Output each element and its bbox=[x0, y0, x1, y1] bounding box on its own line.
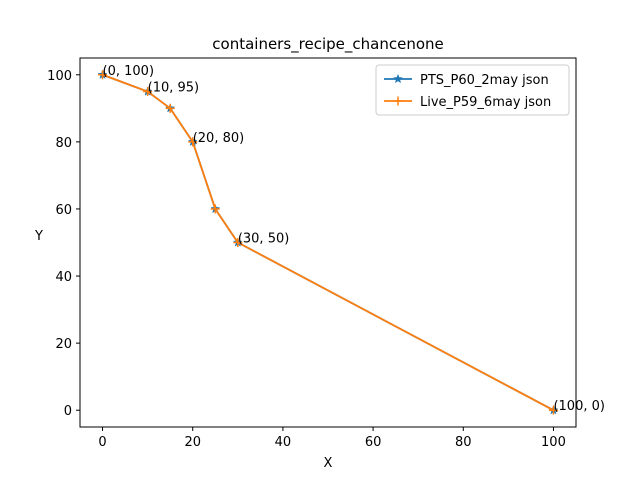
x-tick-label: 80 bbox=[455, 435, 472, 450]
x-tick-label: 100 bbox=[541, 435, 566, 450]
legend-box bbox=[375, 64, 570, 116]
series-layer bbox=[97, 69, 559, 415]
data-label: (20, 80) bbox=[193, 131, 245, 146]
annotations: (0, 100) (10, 95) (20, 80) (30, 50) (100, 0) bbox=[103, 64, 605, 414]
legend-label: PTS_P60_2may json bbox=[420, 73, 549, 88]
series-point bbox=[548, 405, 558, 415]
y-tick-label: 20 bbox=[55, 337, 72, 352]
series-point bbox=[233, 238, 243, 247]
series-1 bbox=[97, 69, 559, 415]
series-line bbox=[102, 73, 554, 412]
y-tick-label: 80 bbox=[55, 136, 72, 151]
series-point bbox=[98, 70, 108, 80]
x-axis-ticks: 0 20 40 60 80 100 bbox=[98, 427, 566, 450]
series-2 bbox=[98, 70, 558, 415]
legend-item: Live_P59_6may json bbox=[384, 95, 551, 110]
x-axis-label: X bbox=[324, 456, 333, 471]
x-tick-label: 60 bbox=[365, 435, 382, 450]
series-point bbox=[393, 96, 403, 106]
y-tick-label: 60 bbox=[55, 203, 72, 218]
x-tick-label: 40 bbox=[275, 435, 292, 450]
x-tick-label: 20 bbox=[184, 435, 201, 450]
legend-label: Live_P59_6may json bbox=[420, 95, 551, 110]
y-axis-label: Y bbox=[34, 229, 43, 244]
y-tick-label: 40 bbox=[55, 270, 72, 285]
data-label: (30, 50) bbox=[238, 232, 290, 247]
series-line bbox=[102, 73, 554, 412]
data-label: (0, 100) bbox=[103, 64, 155, 79]
y-tick-label: 0 bbox=[64, 404, 72, 419]
legend-item: PTS_P60_2may json bbox=[384, 73, 549, 88]
series-point bbox=[210, 204, 220, 214]
data-label: (100, 0) bbox=[553, 399, 605, 414]
series-point bbox=[165, 103, 175, 113]
y-tick-label: 100 bbox=[47, 69, 72, 84]
legend: PTS_P60_2may json Live_P59_6may json bbox=[375, 64, 570, 116]
data-label: (10, 95) bbox=[148, 81, 200, 96]
series-point bbox=[188, 137, 198, 147]
chart-title: containers_recipe_chancenone bbox=[212, 35, 443, 54]
plot-frame bbox=[79, 57, 577, 428]
y-axis-ticks: 0 20 40 60 80 100 bbox=[47, 69, 80, 419]
series-point bbox=[393, 73, 403, 84]
series-point bbox=[143, 87, 153, 97]
x-tick-label: 0 bbox=[98, 435, 106, 450]
